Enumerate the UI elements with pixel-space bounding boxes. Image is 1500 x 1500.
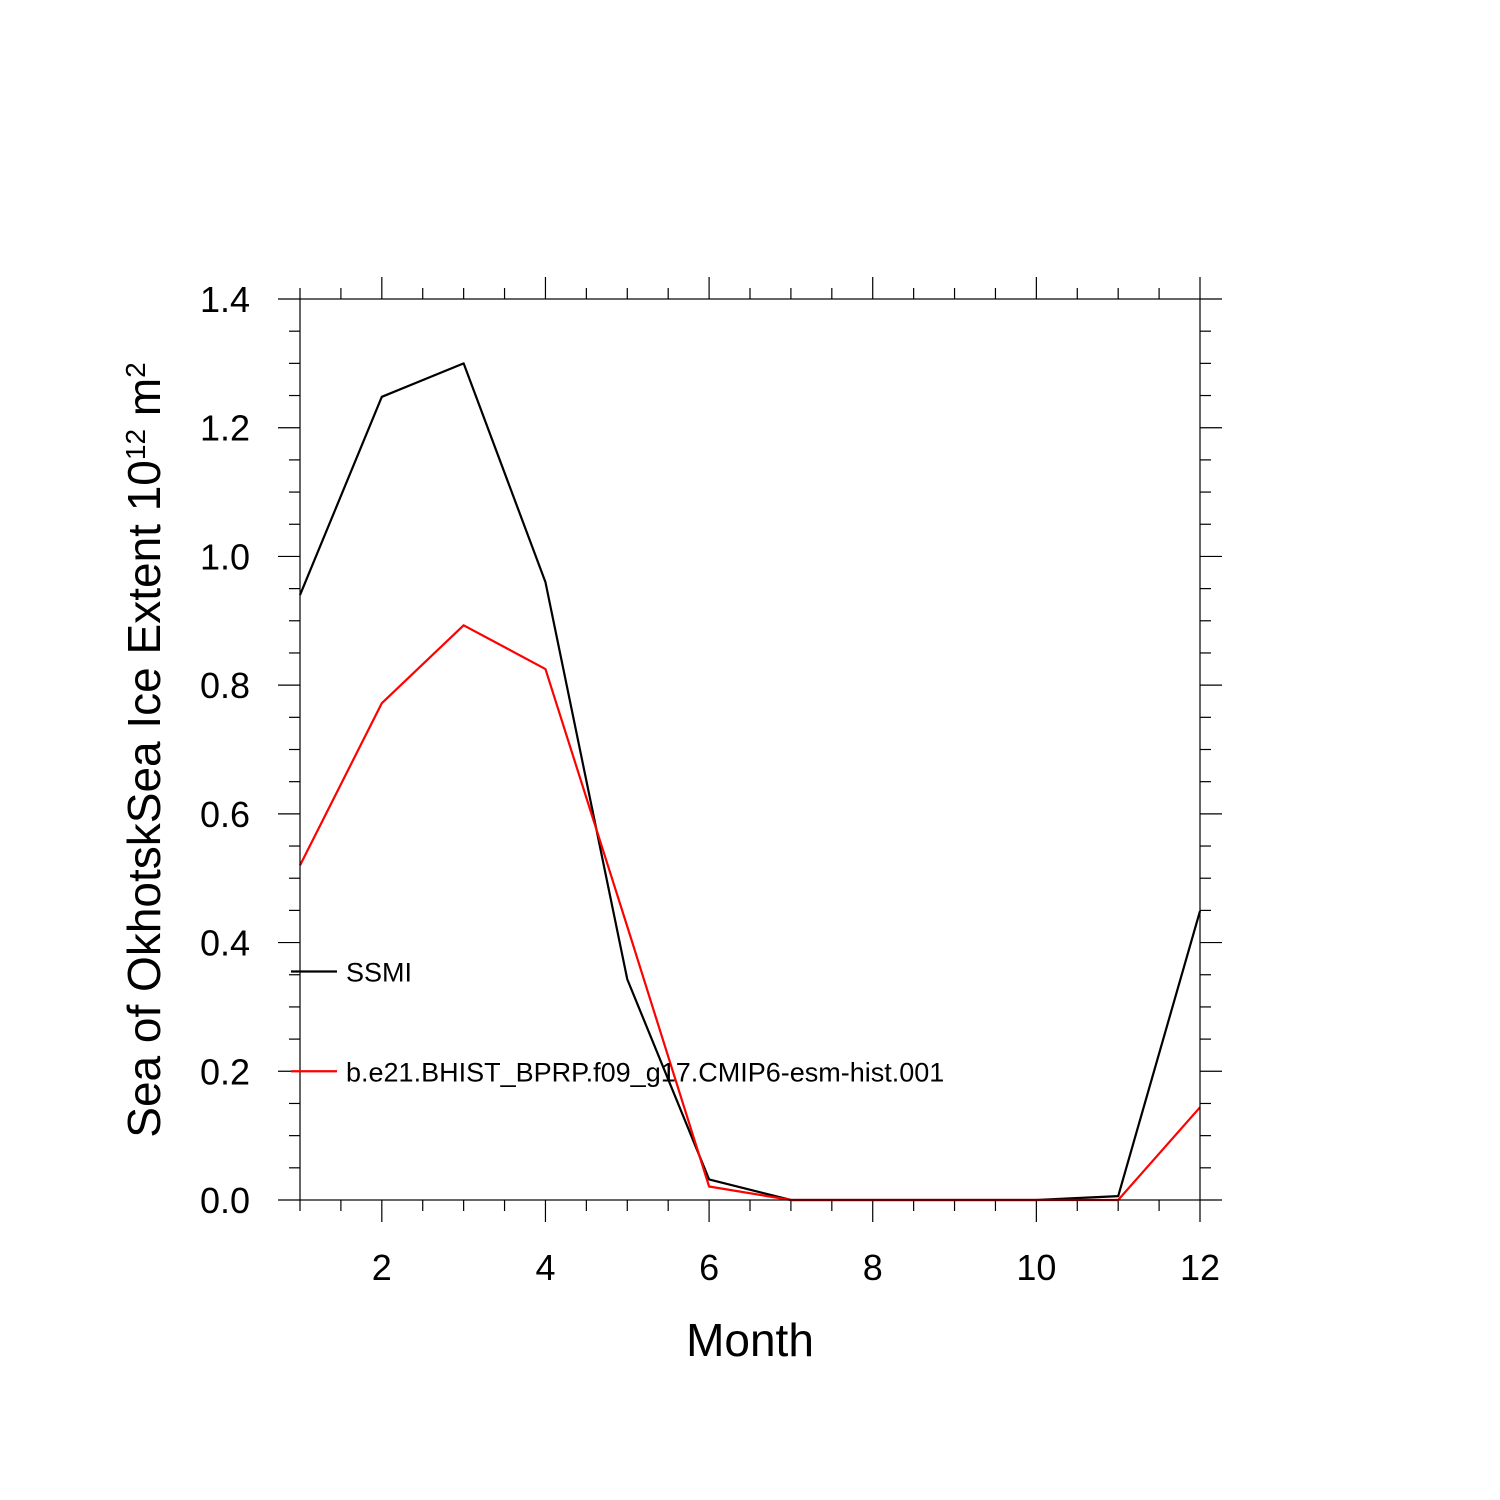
legend: SSMI b.e21.BHIST_BPRP.f09_g17.CMIP6-esm-h… (291, 958, 944, 1087)
y-tick-label: 1.4 (200, 279, 250, 320)
x-tick-label: 12 (1180, 1247, 1220, 1288)
legend-label: SSMI (346, 958, 412, 988)
plot-frame (299, 298, 1201, 1201)
y-tick-label: 1.0 (200, 536, 250, 577)
y-tick-label: 0.6 (200, 794, 250, 835)
y-tick-label: 0.2 (200, 1051, 250, 1092)
y-axis-title-unit-exponent: 2 (120, 362, 151, 378)
y-axis-title-exponent: 12 (120, 429, 151, 460)
x-tick-labels: 2 4 6 8 10 12 (372, 1247, 1220, 1288)
series-line-2 (299, 624, 1201, 1202)
x-axis-title: Month (686, 1314, 814, 1366)
x-tick-label: 2 (372, 1247, 392, 1288)
y-tick-label: 0.4 (200, 923, 250, 964)
legend-label: b.e21.BHIST_BPRP.f09_g17.CMIP6-esm-hist.… (346, 1057, 944, 1087)
y-tick-label: 1.2 (200, 408, 250, 449)
axis-ticks (278, 277, 1222, 1222)
y-axis-title: Sea of OkhotskSea Ice Extent 1012 m2 (118, 362, 170, 1137)
x-tick-label: 8 (863, 1247, 883, 1288)
x-tick-label: 6 (699, 1247, 719, 1288)
y-axis-title-unit: m (118, 378, 170, 429)
y-axis-title-main: Sea of OkhotskSea Ice Extent 10 (118, 460, 170, 1138)
y-tick-label: 0.0 (200, 1180, 250, 1221)
x-tick-label: 4 (535, 1247, 555, 1288)
y-tick-labels: 0.0 0.2 0.4 0.6 0.8 1.0 1.2 1.4 (200, 279, 250, 1221)
y-tick-label: 0.8 (200, 665, 250, 706)
x-tick-label: 10 (1016, 1247, 1056, 1288)
